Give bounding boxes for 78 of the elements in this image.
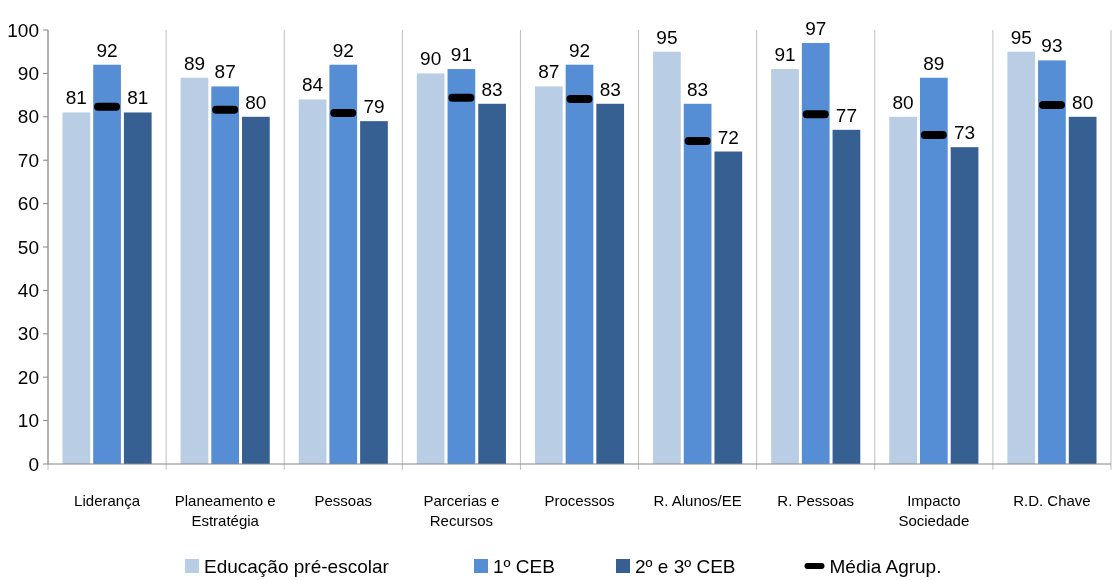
data-label: 83 [687,78,709,100]
y-tick-label: 100 [7,19,39,41]
y-tick-label: 10 [17,410,39,432]
x-tick-label: Liderança [74,492,141,509]
data-label: 81 [65,87,87,109]
y-tick-label: 20 [17,366,39,388]
bar [211,86,240,464]
data-label: 84 [302,74,324,96]
legend-label: Média Agrup. [829,555,942,577]
bar [801,43,830,464]
x-tick-label: Pessoas [314,492,373,509]
bar [596,103,625,464]
bar [62,112,91,464]
x-tick-label: R.D. Chave [1013,492,1091,509]
bar [950,147,979,464]
bar [714,151,743,464]
bar [447,69,476,464]
y-tick-label: 80 [17,106,39,128]
data-label: 81 [127,87,149,109]
bar [1038,60,1066,464]
data-label: 73 [953,122,976,144]
data-label: 97 [805,18,827,40]
data-label: 72 [717,126,739,148]
data-label: 89 [183,52,206,74]
y-tick-label: 60 [17,193,39,215]
data-label: 83 [481,78,503,100]
data-label: 83 [599,78,621,100]
data-label: 80 [892,91,914,113]
x-tick-label: R. Pessoas [777,492,855,509]
data-label: 89 [923,52,945,74]
data-label: 77 [835,104,857,126]
data-label: 92 [568,39,591,61]
data-label: 93 [1041,35,1063,57]
data-label: 80 [1072,91,1094,113]
y-tick-label: 90 [17,63,39,85]
bar [123,112,152,464]
bar [93,64,121,464]
data-label: 95 [1010,26,1032,48]
x-tick-label: Parcerias e Recursos [423,492,500,529]
bar [832,129,861,464]
y-tick-label: 70 [17,149,39,171]
bar [478,103,506,464]
y-tick-label: 40 [17,280,39,302]
x-tick-label: Planeamento e Estratégia [174,492,276,529]
y-tick-label: 30 [17,323,39,345]
bar [329,64,358,464]
x-tick-label: Processos [544,492,615,509]
data-label: 91 [774,44,796,66]
data-label: 90 [420,48,442,70]
data-label: 80 [245,91,267,113]
data-label: 92 [96,39,118,61]
y-tick-label: 0 [28,453,39,475]
bar [771,69,799,464]
data-label: 87 [538,61,560,83]
x-tick-label: R. Alunos/EE [653,492,742,509]
legend-label: 1º CEB [493,555,555,577]
bar [242,116,270,464]
data-label: 95 [656,26,678,48]
bar [683,103,712,464]
legend-label: Educação pré-escolar [204,555,390,577]
data-label: 91 [450,44,472,66]
bar [180,77,209,464]
bar [360,121,388,464]
data-label: 92 [332,39,354,61]
bar [1068,116,1097,464]
data-label: 79 [363,96,385,118]
bar [298,99,327,464]
x-tick-label: Impacto Sociedade [898,492,970,529]
bar [416,73,445,464]
bar [653,51,681,464]
y-tick-label: 50 [17,236,39,258]
bar [889,116,917,464]
data-label: 87 [214,61,236,83]
bar [1007,51,1036,464]
bar [565,64,594,464]
legend-label: 2º e 3º CEB [635,555,736,577]
bar [919,77,948,464]
bar [534,86,563,464]
